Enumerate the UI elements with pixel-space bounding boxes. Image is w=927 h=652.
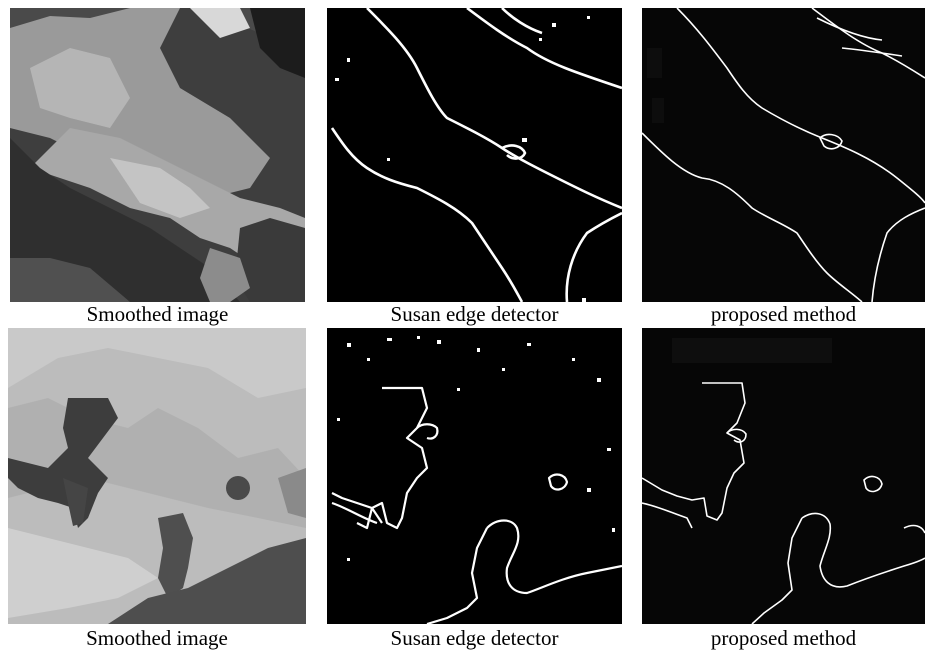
susan-edge-image-2: [327, 328, 622, 624]
proposed-method-image-1: [642, 8, 925, 302]
susan-edge-image-1: [327, 8, 622, 302]
caption-smoothed-image-1: Smoothed image: [86, 302, 229, 326]
caption-susan-edge-1: Susan edge detector: [390, 302, 559, 326]
caption-smoothed-image-2: Smoothed image: [86, 626, 228, 650]
smoothed-image-2: [8, 328, 306, 624]
smoothed-image-1: [10, 8, 305, 302]
caption-susan-edge-2: Susan edge detector: [390, 626, 559, 650]
proposed-method-image-2: [642, 328, 925, 624]
caption-proposed-method-1: proposed method: [710, 302, 857, 326]
caption-proposed-method-2: proposed method: [710, 626, 857, 650]
